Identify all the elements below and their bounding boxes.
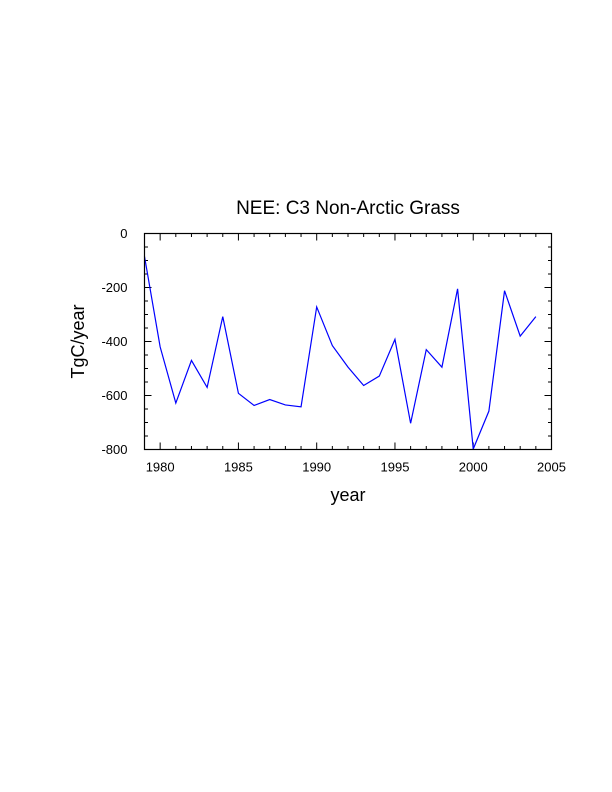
tick-label-layer: 1980 1985 1990 1995 2000 2005 0 -200 -400 -600 -80… (101, 226, 565, 475)
x-tick-label: 1985 (224, 460, 253, 475)
data-point-layer (143, 255, 537, 451)
tick-layer (144, 233, 552, 450)
y-tick-label: -600 (101, 388, 127, 403)
y-tick-label: 0 (120, 226, 127, 241)
chart-title: NEE: C3 Non-Arctic Grass (236, 198, 460, 219)
y-tick-label: -200 (101, 280, 127, 295)
x-tick-label: 1995 (381, 460, 410, 475)
x-tick-label: 2000 (459, 460, 488, 475)
y-tick-label: -400 (101, 334, 127, 349)
series-line (143, 256, 537, 450)
y-tick-label: -800 (101, 442, 127, 457)
y-axis-label: TgC/year (68, 304, 88, 378)
x-tick-label: 1980 (146, 460, 175, 475)
x-axis-label: year (330, 485, 365, 505)
x-tick-label: 2005 (537, 460, 566, 475)
x-tick-label: 1990 (302, 460, 331, 475)
plot-frame (143, 232, 553, 451)
